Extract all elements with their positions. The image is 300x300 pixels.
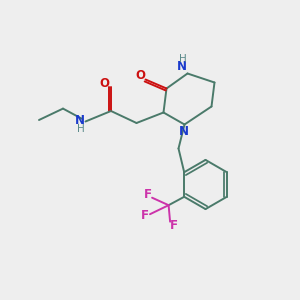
Text: O: O [99,77,110,90]
Text: F: F [141,209,148,222]
Text: O: O [135,69,145,82]
Text: F: F [144,188,152,201]
Text: H: H [179,54,187,64]
Text: N: N [176,60,187,74]
Text: H: H [77,124,85,134]
Text: F: F [170,219,178,232]
Text: N: N [179,124,189,138]
Text: N: N [75,113,85,127]
